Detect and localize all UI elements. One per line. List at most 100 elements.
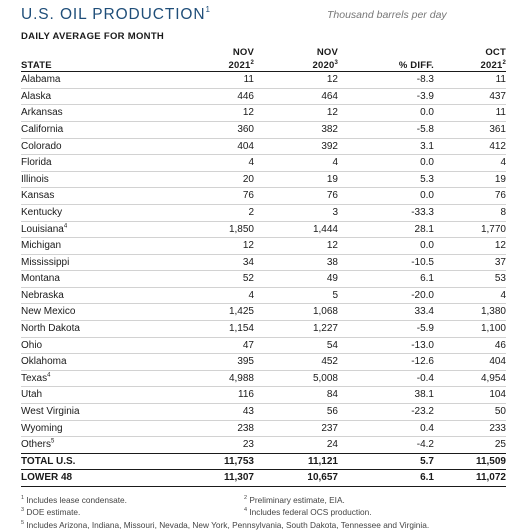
- cell-diff: -4.2: [416, 439, 434, 451]
- cell-diff: -23.2: [411, 406, 434, 418]
- cell-diff: -8.3: [416, 74, 434, 86]
- footnote-4: 4 Includes federal OCS production.: [244, 507, 372, 518]
- cell-nov20: 84: [326, 389, 338, 401]
- cell-oct21: 19: [494, 173, 506, 185]
- cell-nov20: 19: [326, 173, 338, 185]
- cell-diff: -10.5: [411, 256, 434, 268]
- cell-state: Ohio: [21, 339, 43, 351]
- cell-diff: 38.1: [414, 389, 434, 401]
- cell-state: Nebraska: [21, 289, 64, 301]
- cell-nov20: 237: [321, 422, 338, 434]
- col-header-nov-2021: NOV 20212: [228, 47, 254, 72]
- table-row: Ohio 47 54 -13.0 46: [21, 337, 506, 354]
- cell-oct21: 4: [500, 289, 506, 301]
- total-row: LOWER 48 11,307 10,657 6.1 11,072: [21, 470, 506, 487]
- cell-state: Kansas: [21, 190, 55, 202]
- cell-state: Utah: [21, 389, 43, 401]
- table-row: Kentucky 2 3 -33.3 8: [21, 204, 506, 221]
- cell-nov20: 382: [321, 123, 338, 135]
- cell-diff: -0.4: [416, 372, 434, 384]
- cell-nov20: 49: [326, 273, 338, 285]
- cell-state: North Dakota: [21, 323, 80, 335]
- cell-nov21: 12: [242, 107, 254, 119]
- table-header-row: STATE NOV 20212 NOV 20203 % DIFF. OCT 20212: [21, 47, 506, 72]
- cell-nov20: 12: [326, 107, 338, 119]
- cell-diff: 0.0: [420, 190, 434, 202]
- table-row: Illinois 20 19 5.3 19: [21, 171, 506, 188]
- col-header-state: STATE: [21, 60, 52, 72]
- table-row: Texas4 4,988 5,008 -0.4 4,954: [21, 370, 506, 387]
- cell-oct21: 4: [500, 157, 506, 169]
- cell-nov20: 56: [326, 406, 338, 418]
- cell-nov21: 11,753: [223, 455, 254, 467]
- table-row: California 360 382 -5.8 361: [21, 121, 506, 139]
- cell-oct21: 1,770: [480, 223, 506, 235]
- cell-oct21: 412: [489, 140, 506, 152]
- cell-oct21: 404: [489, 356, 506, 368]
- cell-nov21: 1,850: [228, 223, 254, 235]
- cell-state: Others5: [21, 438, 55, 451]
- cell-nov21: 116: [238, 389, 254, 401]
- cell-diff: 0.0: [420, 107, 434, 119]
- cell-nov20: 1,444: [312, 223, 338, 235]
- table-row: Mississippi 34 38 -10.5 37: [21, 254, 506, 271]
- cell-diff: 6.1: [420, 472, 434, 484]
- cell-nov21: 2: [248, 206, 254, 218]
- table-row: North Dakota 1,154 1,227 -5.9 1,100: [21, 321, 506, 338]
- cell-nov20: 24: [326, 439, 338, 451]
- col-header-oct-2021: OCT 20212: [480, 47, 506, 72]
- table-row: Alabama 11 12 -8.3 11: [21, 72, 506, 89]
- cell-oct21: 76: [494, 190, 506, 202]
- header: U.S. OIL PRODUCTION1 Thousand barrels pe…: [21, 0, 506, 30]
- cell-oct21: 12: [494, 240, 506, 252]
- footnotes: 1 Includes lease condensate. 2 Prelimina…: [21, 493, 506, 530]
- cell-nov20: 452: [321, 356, 338, 368]
- cell-nov21: 4,988: [228, 372, 254, 384]
- cell-state: Alaska: [21, 90, 52, 102]
- cell-state: California: [21, 123, 64, 135]
- cell-state: Colorado: [21, 140, 62, 152]
- cell-nov21: 76: [242, 190, 254, 202]
- cell-oct21: 11,072: [475, 472, 506, 484]
- title-footnote-marker: 1: [205, 5, 210, 14]
- table-row: Utah 116 84 38.1 104: [21, 387, 506, 404]
- cell-nov20: 38: [326, 256, 338, 268]
- table-row: Kansas 76 76 0.0 76: [21, 188, 506, 205]
- subtitle: DAILY AVERAGE FOR MONTH: [21, 31, 165, 42]
- cell-diff: 28.1: [414, 223, 434, 235]
- cell-nov20: 3: [332, 206, 338, 218]
- cell-diff: 33.4: [414, 306, 434, 318]
- cell-oct21: 50: [494, 406, 506, 418]
- cell-nov20: 11,121: [307, 455, 338, 467]
- cell-oct21: 104: [489, 389, 506, 401]
- cell-nov21: 47: [242, 339, 254, 351]
- cell-nov20: 4: [332, 157, 338, 169]
- col-header-pct-diff: % DIFF.: [398, 60, 434, 72]
- cell-nov21: 238: [237, 422, 254, 434]
- cell-oct21: 11,509: [475, 455, 506, 467]
- table-row: Alaska 446 464 -3.9 437: [21, 88, 506, 105]
- cell-nov20: 10,657: [307, 472, 338, 484]
- unit-label: Thousand barrels per day: [327, 9, 447, 21]
- cell-state: Mississippi: [21, 256, 70, 268]
- cell-diff: -5.8: [416, 123, 434, 135]
- cell-state: Texas4: [21, 372, 51, 384]
- cell-oct21: 233: [489, 422, 506, 434]
- cell-oct21: 4,954: [480, 372, 506, 384]
- cell-nov20: 392: [321, 140, 338, 152]
- cell-state: Illinois: [21, 173, 49, 185]
- cell-oct21: 1,100: [480, 323, 506, 335]
- cell-oct21: 437: [489, 90, 506, 102]
- table-row: Montana 52 49 6.1 53: [21, 271, 506, 288]
- total-row: TOTAL U.S. 11,753 11,121 5.7 11,509: [21, 453, 506, 470]
- footnote-marker: 5: [51, 438, 55, 445]
- cell-diff: -33.3: [411, 206, 434, 218]
- cell-diff: -3.9: [416, 90, 434, 102]
- cell-diff: -12.6: [411, 356, 434, 368]
- cell-nov20: 12: [326, 74, 338, 86]
- footnote-marker: 4: [63, 223, 68, 230]
- footnote-1: 1 Includes lease condensate.: [21, 494, 127, 505]
- cell-oct21: 37: [494, 256, 506, 268]
- cell-state: New Mexico: [21, 306, 76, 318]
